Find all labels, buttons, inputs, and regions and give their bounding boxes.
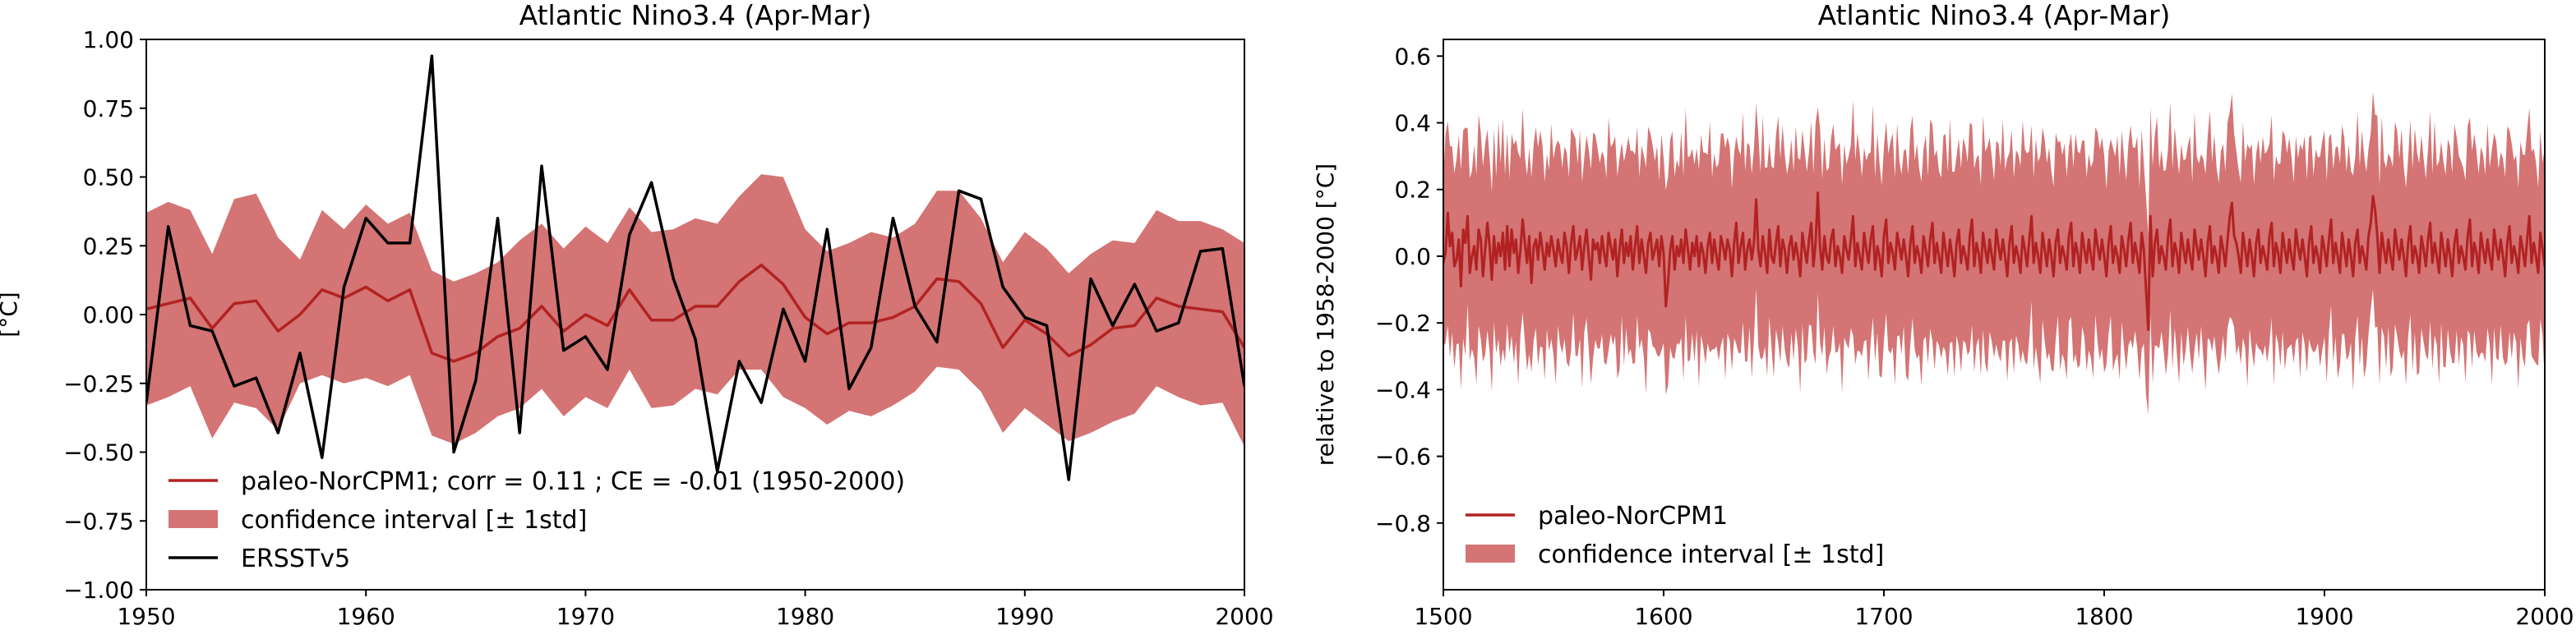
y-tick-label: 0.4 (1394, 110, 1431, 137)
legend: paleo-NorCPM1; corr = 0.11 ; CE = -0.01 … (169, 467, 905, 573)
legend-label: ERSSTv5 (241, 545, 350, 573)
y-tick-label: −0.25 (63, 370, 134, 398)
legend-label: paleo-NorCPM1; corr = 0.11 ; CE = -0.01 … (241, 467, 905, 496)
chart-title: Atlantic Nino3.4 (Apr-Mar) (1818, 0, 2171, 31)
x-tick-label: 1970 (556, 603, 615, 630)
right-chart: 1500 1600 1700 1800 1900 2000 0.6 0.4 0.2 0.0 −0.2… (1312, 0, 2574, 630)
legend-label: confidence interval [± 1std] (241, 506, 587, 535)
y-tick-label: 0.0 (1394, 243, 1431, 270)
left-chart: 1950 1960 1970 1980 1990 2000 1.00 0.75 0.50 0.25… (0, 0, 1274, 630)
legend-label: paleo-NorCPM1 (1538, 502, 1728, 531)
y-tick-label: −0.6 (1375, 444, 1431, 471)
x-tick-label: 1700 (1854, 603, 1913, 630)
y-tick-label: 0.6 (1394, 43, 1431, 70)
y-tick-label: −0.4 (1375, 376, 1431, 403)
x-tick-label: 1800 (2075, 603, 2133, 630)
y-tick-label: 0.25 (83, 232, 134, 260)
legend-label: confidence interval [± 1std] (1538, 540, 1884, 569)
y-tick-label: −0.8 (1375, 510, 1431, 537)
x-tick-label: 2000 (1215, 603, 1273, 630)
x-tick-label: 2000 (2515, 603, 2574, 630)
axes-frame (1443, 39, 2546, 591)
y-tick-label: 0.00 (83, 301, 134, 329)
legend-swatch-band (169, 510, 218, 528)
y-tick-label: 0.50 (83, 164, 134, 191)
y-tick-label: −1.00 (63, 577, 134, 604)
x-tick-label: 1980 (776, 603, 834, 630)
x-tick-label: 1990 (995, 603, 1054, 630)
x-tick-label: 1500 (1414, 603, 1472, 630)
y-tick-label: 0.2 (1394, 177, 1431, 204)
plot-area (1443, 91, 2545, 415)
y-tick-label: 0.75 (83, 95, 134, 122)
y-axis-label: relative to 1958-2000 [°C] (1312, 163, 1339, 466)
legend-swatch-band (1466, 545, 1515, 563)
confidence-band (146, 174, 1244, 447)
plot-area (146, 54, 1244, 481)
paleo-norcpm1-line (146, 263, 1244, 363)
x-tick-label: 1950 (117, 603, 175, 630)
x-tick-label: 1960 (337, 603, 395, 630)
paleo-norcpm1-line (1443, 191, 2545, 331)
x-tick-label: 1600 (1634, 603, 1692, 630)
chart-title: Atlantic Nino3.4 (Apr-Mar) (519, 0, 872, 31)
y-tick-label: −0.2 (1375, 310, 1431, 337)
y-axis-label: [°C] (0, 292, 22, 337)
y-tick-label: 1.00 (83, 26, 134, 53)
legend: paleo-NorCPM1 confidence interval [± 1std… (1466, 502, 1884, 569)
y-tick-label: −0.75 (63, 508, 134, 535)
ersstv5-line (146, 54, 1244, 481)
y-tick-label: −0.50 (63, 439, 134, 467)
x-tick-label: 1900 (2295, 603, 2353, 630)
